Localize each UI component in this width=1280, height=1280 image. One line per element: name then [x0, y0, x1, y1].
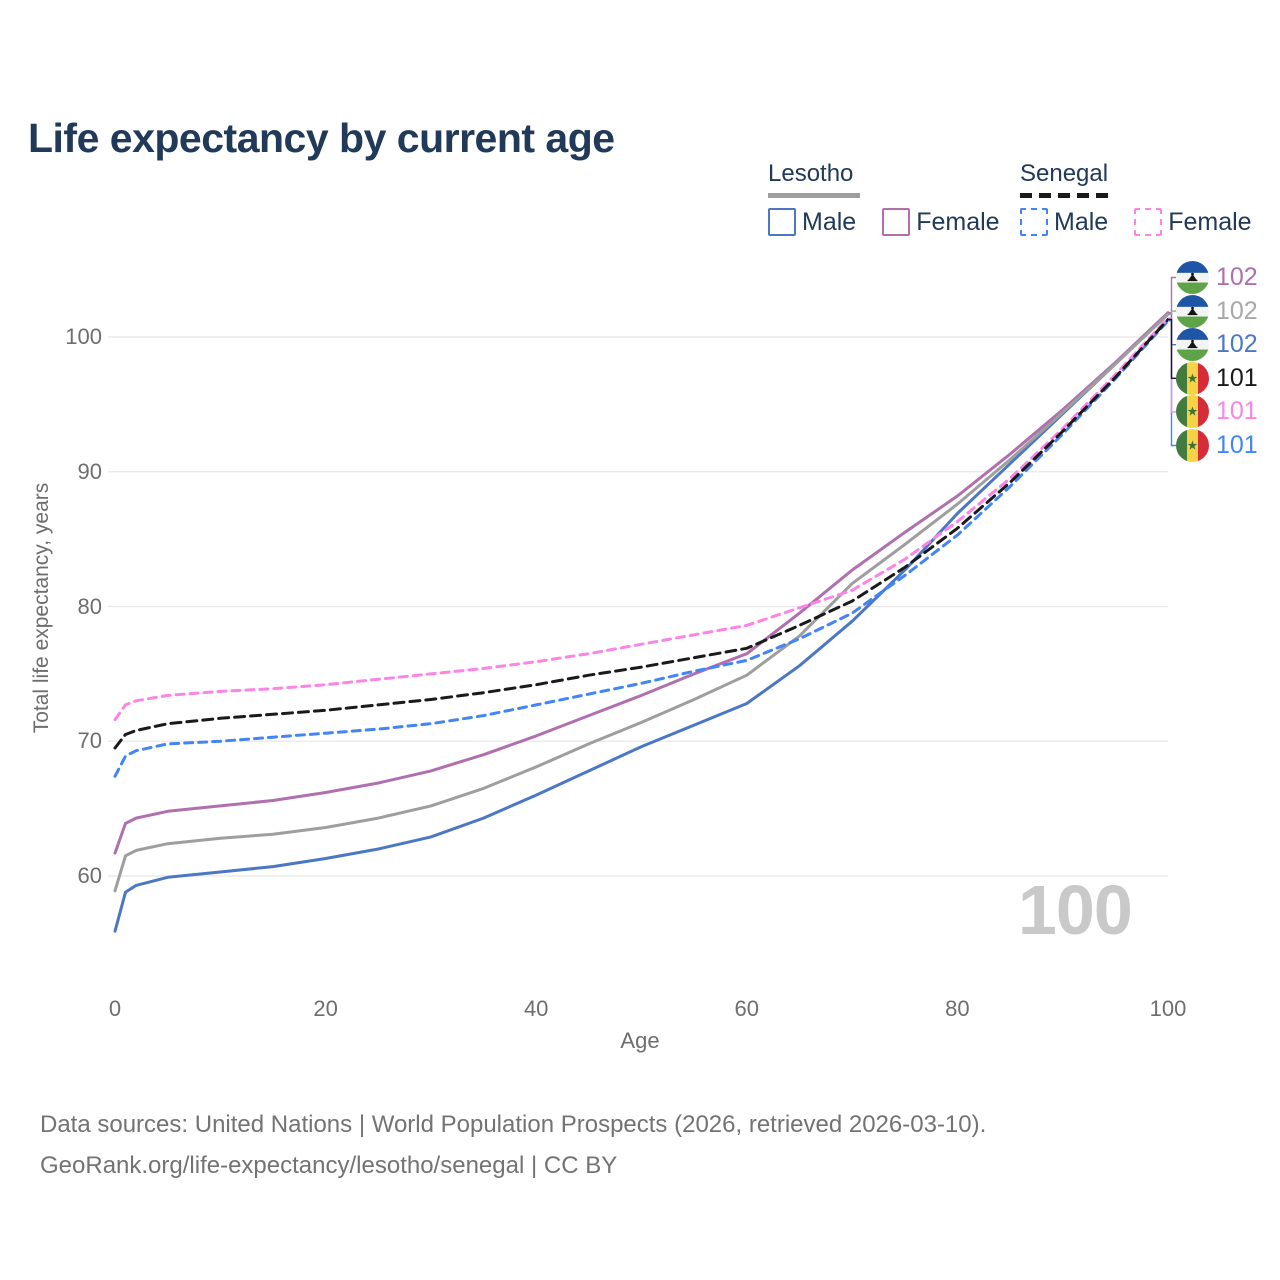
legend-item-senegal-female[interactable]: Female — [1134, 207, 1252, 237]
senegal-flag-icon — [1176, 429, 1209, 462]
legend-item-senegal-male[interactable]: Male — [1020, 208, 1108, 237]
lesotho-flag-icon — [1176, 328, 1209, 362]
legend-title-lesotho[interactable]: Lesotho — [768, 160, 854, 187]
chart-legend: Lesotho Male Female Senegal Male — [0, 0, 1280, 250]
x-tick-0: 0 — [108, 996, 122, 1021]
y-tick-80: 80 — [77, 593, 102, 619]
legend-label-senegal-male: Male — [1054, 207, 1109, 236]
y-tick-90: 90 — [77, 458, 102, 484]
end-label-lesotho-both-sexes: 102 — [1176, 294, 1258, 328]
end-label-value-lesotho-female: 102 — [1216, 263, 1258, 291]
series-line-lesotho-male[interactable] — [113, 312, 1170, 933]
end-label-connector-lesotho-female — [1168, 276, 1176, 314]
checkbox-lesotho-male[interactable] — [768, 208, 796, 236]
x-tick-20: 20 — [313, 996, 338, 1021]
end-label-value-senegal-male: 101 — [1216, 431, 1258, 459]
footer-line-2: GeoRank.org/life-expectancy/lesotho/sene… — [40, 1152, 618, 1179]
x-tick-100: 100 — [1149, 996, 1187, 1021]
series-line-lesotho-both-sexes[interactable] — [113, 312, 1170, 893]
page-title: Life expectancy by current age — [28, 115, 615, 162]
lesotho-line-style-swatch — [768, 193, 860, 198]
end-label-senegal-female: 101 — [1176, 395, 1258, 429]
chart-footer: Data sources: United Nations | World Pop… — [40, 1104, 986, 1186]
lesotho-flag-icon — [1176, 261, 1209, 294]
legend-item-lesotho-male[interactable]: Male — [768, 208, 856, 237]
x-axis-title: Age — [620, 1028, 660, 1053]
legend-item-lesotho-female[interactable]: Female — [882, 207, 1000, 237]
y-tick-100: 100 — [65, 324, 102, 349]
lesotho-flag-icon — [1176, 294, 1209, 328]
end-label-value-lesotho-male: 102 — [1216, 330, 1258, 359]
senegal-flag-icon — [1176, 361, 1209, 395]
legend-label-lesotho-male: Male — [802, 207, 857, 236]
senegal-line-style-swatch — [1020, 193, 1112, 198]
checkbox-senegal-male[interactable] — [1020, 208, 1048, 236]
x-tick-60: 60 — [734, 996, 760, 1021]
footer-line-1: Data sources: United Nations | World Pop… — [40, 1111, 987, 1138]
end-label-value-lesotho-both-sexes: 102 — [1216, 296, 1258, 325]
end-label-connector-lesotho-both-sexes — [1168, 310, 1176, 315]
legend-label-senegal-female: Female — [1168, 207, 1252, 236]
end-label-senegal-male: 101 — [1176, 429, 1258, 463]
legend-title-senegal[interactable]: Senegal — [1020, 160, 1109, 187]
series-line-senegal-female[interactable] — [113, 316, 1170, 722]
series-line-senegal-both-sexes[interactable] — [113, 318, 1170, 750]
legend-label-lesotho-female: Female — [916, 207, 1000, 236]
end-label-lesotho-female: 102 — [1176, 261, 1258, 295]
end-label-senegal-both-sexes: 101 — [1176, 361, 1258, 395]
end-label-lesotho-male: 102 — [1176, 328, 1258, 362]
series-line-lesotho-female[interactable] — [113, 311, 1170, 855]
series-line-senegal-male[interactable] — [113, 319, 1170, 778]
x-tick-40: 40 — [523, 996, 549, 1021]
checkbox-senegal-female[interactable] — [1134, 208, 1163, 236]
end-label-connector-senegal-both-sexes — [1168, 318, 1176, 379]
legend-group-lesotho: Lesotho Male Female — [768, 160, 1000, 237]
y-tick-70: 70 — [77, 728, 102, 754]
legend-group-senegal: Senegal Male Female — [1020, 160, 1252, 237]
y-tick-60: 60 — [77, 863, 102, 888]
end-label-connector-senegal-male — [1168, 320, 1176, 447]
end-label-value-senegal-female: 101 — [1216, 397, 1258, 426]
senegal-flag-icon — [1176, 395, 1209, 429]
end-label-connector-lesotho-male — [1168, 313, 1176, 346]
checkbox-lesotho-female[interactable] — [882, 208, 911, 236]
x-tick-80: 80 — [945, 996, 970, 1021]
end-label-connector-senegal-female — [1168, 317, 1176, 413]
end-label-value-senegal-both-sexes: 101 — [1216, 363, 1258, 392]
hover-age-watermark: 100 — [1018, 871, 1133, 949]
